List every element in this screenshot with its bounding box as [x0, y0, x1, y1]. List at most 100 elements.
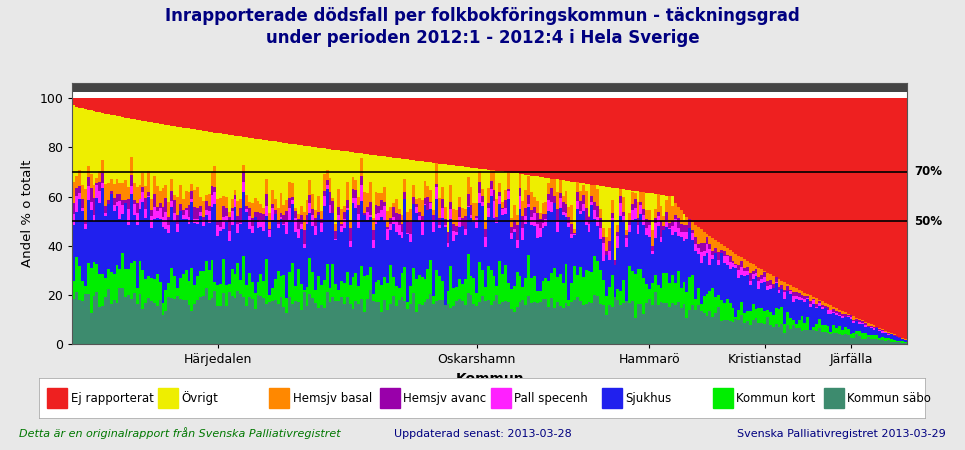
Bar [421, 222, 424, 235]
Bar [562, 196, 565, 202]
Bar [804, 330, 807, 344]
Bar [588, 302, 591, 344]
Bar [164, 198, 167, 212]
Bar [752, 304, 755, 320]
Bar [369, 267, 372, 290]
Bar [582, 185, 585, 195]
Bar [213, 133, 216, 166]
Bar [148, 171, 151, 192]
Bar [665, 303, 668, 344]
Bar [646, 284, 648, 303]
Bar [265, 83, 268, 92]
Bar [527, 203, 530, 207]
Bar [360, 153, 363, 158]
Bar [148, 122, 151, 171]
Bar [400, 297, 403, 344]
Bar [484, 238, 487, 247]
Bar [760, 324, 763, 344]
Bar [729, 256, 731, 261]
Bar [484, 220, 487, 229]
Bar [453, 165, 455, 209]
Bar [576, 275, 579, 297]
Bar [207, 223, 210, 270]
Bar [810, 98, 813, 296]
Bar [432, 163, 435, 210]
Bar [585, 83, 588, 92]
Bar [228, 135, 231, 211]
Bar [142, 121, 145, 173]
Bar [179, 278, 181, 299]
Bar [320, 98, 322, 148]
Bar [547, 281, 550, 307]
Bar [72, 203, 75, 214]
Bar [176, 83, 179, 92]
Bar [585, 98, 588, 184]
Bar [306, 224, 309, 287]
Bar [893, 98, 896, 334]
Bar [453, 288, 455, 306]
Bar [438, 276, 441, 300]
Bar [207, 300, 210, 344]
Bar [518, 209, 521, 276]
Bar [484, 287, 487, 301]
Bar [184, 98, 187, 128]
Bar [826, 333, 829, 344]
Bar [351, 203, 354, 277]
Bar [838, 312, 841, 315]
Bar [760, 98, 763, 270]
Bar [682, 225, 685, 231]
Bar [567, 227, 570, 300]
Bar [145, 303, 148, 344]
Bar [179, 185, 181, 204]
Bar [119, 194, 122, 201]
Bar [343, 228, 345, 283]
Bar [476, 228, 479, 293]
Bar [470, 205, 473, 215]
Bar [231, 83, 234, 92]
Bar [846, 335, 849, 344]
Bar [366, 299, 369, 344]
Bar [325, 185, 328, 189]
Bar [130, 83, 133, 92]
Bar [755, 274, 758, 276]
Bar [495, 295, 498, 344]
Bar [755, 269, 758, 274]
Bar [605, 237, 608, 251]
Bar [75, 212, 78, 256]
Bar [380, 217, 383, 284]
Bar [133, 200, 136, 204]
Bar [142, 192, 145, 202]
Bar [832, 312, 835, 313]
Bar [810, 330, 813, 344]
Bar [654, 218, 656, 223]
Bar [328, 149, 331, 178]
Bar [236, 263, 239, 291]
Bar [210, 132, 213, 171]
Bar [778, 83, 781, 92]
Bar [403, 83, 406, 92]
Bar [84, 109, 87, 189]
Bar [133, 83, 136, 92]
Bar [784, 292, 786, 299]
Bar [786, 312, 789, 325]
Bar [479, 203, 482, 262]
Bar [225, 197, 228, 208]
Bar [556, 221, 559, 232]
Bar [337, 220, 340, 290]
Bar [585, 220, 588, 225]
Bar [656, 226, 659, 285]
Bar [512, 232, 515, 286]
Bar [464, 229, 467, 235]
Bar [855, 319, 858, 320]
Bar [136, 225, 139, 288]
Bar [789, 290, 792, 291]
Bar [541, 98, 544, 177]
Bar [153, 123, 155, 176]
Bar [297, 219, 300, 229]
Bar [386, 157, 389, 211]
Bar [291, 144, 294, 183]
Bar [688, 310, 691, 344]
Bar [547, 200, 550, 211]
Bar [158, 191, 161, 203]
Bar [659, 83, 662, 92]
